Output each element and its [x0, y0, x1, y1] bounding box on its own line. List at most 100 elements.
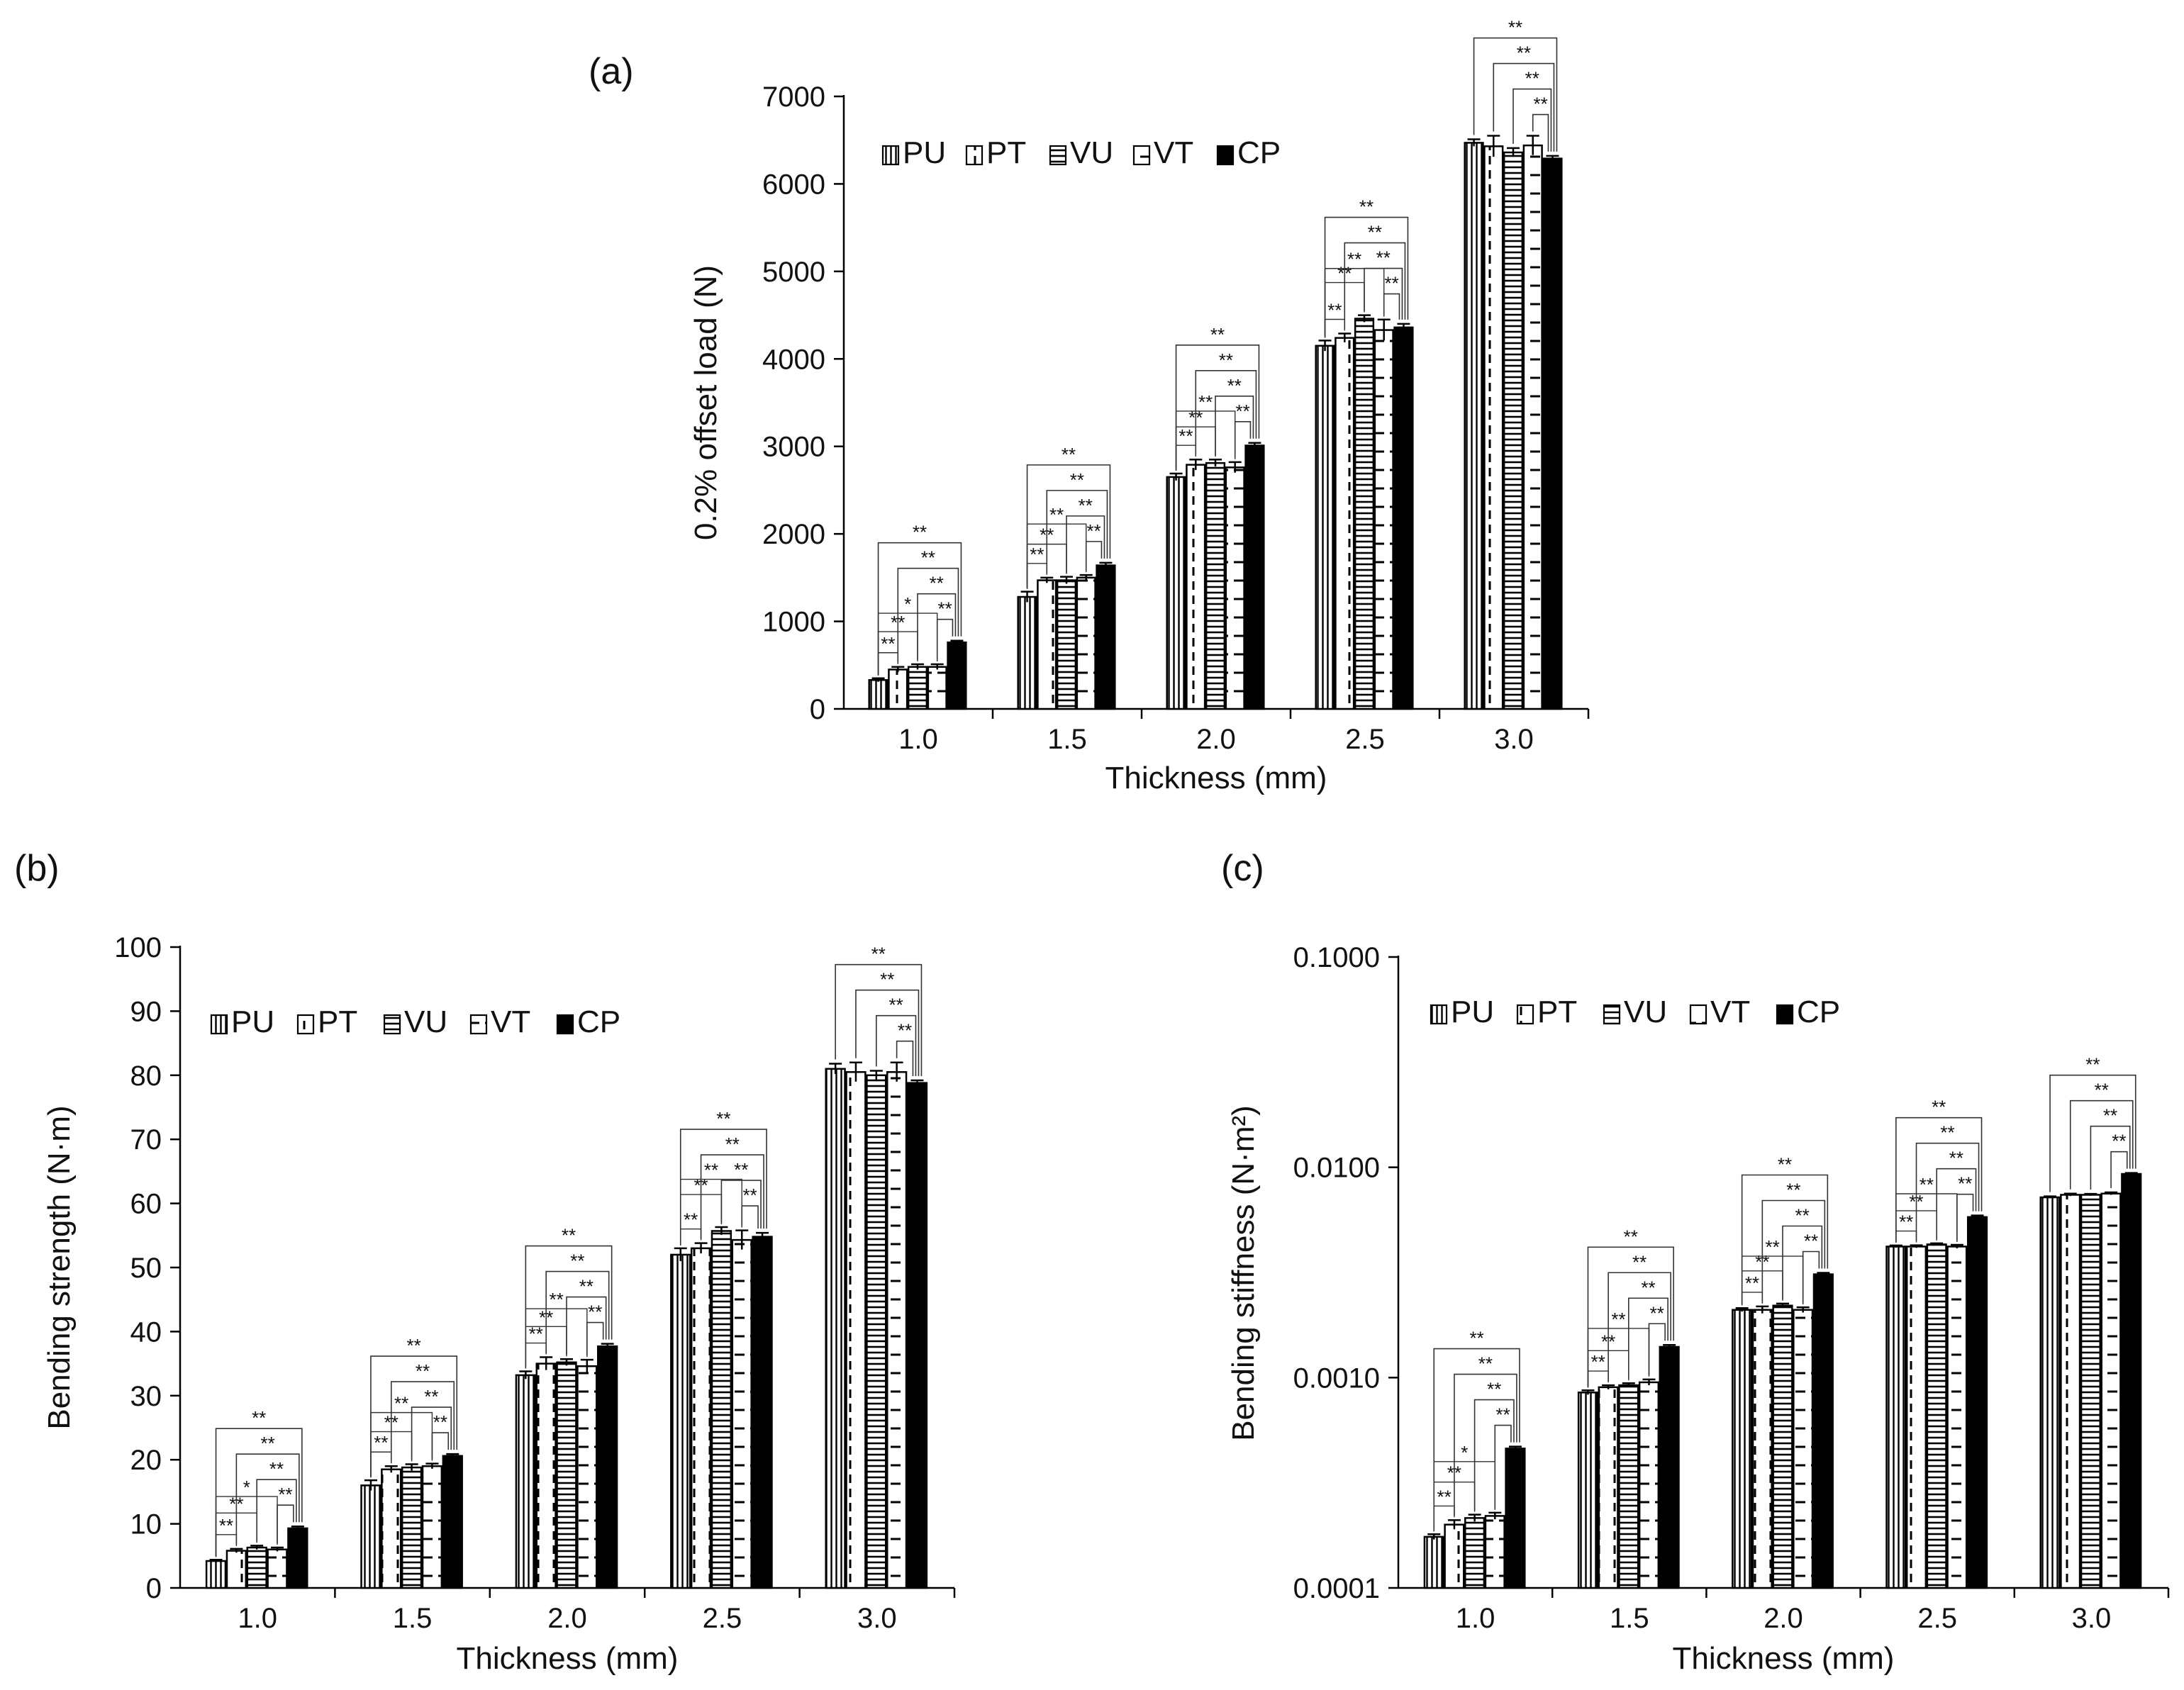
significance-label: **: [278, 1484, 292, 1505]
bar-PT-1.5: [381, 1468, 402, 1589]
significance-label: **: [1384, 273, 1398, 294]
significance-label: **: [539, 1306, 553, 1328]
legend-swatch-PT: [965, 145, 984, 166]
significance-label: **: [1517, 43, 1531, 64]
bar-PT-3.0: [845, 1071, 867, 1589]
bar-VU-3.0: [2080, 1194, 2101, 1589]
y-tick-label: 0.0100: [1293, 1153, 1380, 1184]
significance-label: **: [416, 1360, 430, 1382]
significance-label: **: [1376, 247, 1391, 269]
significance-label: **: [1624, 1226, 1638, 1247]
x-tick-label: 2.0: [547, 1603, 587, 1634]
x-tick-label: 1.5: [393, 1603, 433, 1634]
significance-bracket: [877, 542, 962, 674]
bar-CP-2.5: [752, 1236, 773, 1589]
legend-label-VU: VU: [1624, 995, 1667, 1029]
legend-swatch-VT: [1689, 1004, 1707, 1025]
bar-PU-2.5: [670, 1253, 691, 1589]
significance-bracket: [390, 1381, 455, 1462]
significance-label: **: [891, 612, 905, 633]
legend-label-CP: CP: [1237, 135, 1281, 170]
bar-VU-1.0: [1464, 1517, 1486, 1589]
significance-label: **: [406, 1335, 420, 1356]
bar-VU-2.0: [1205, 461, 1226, 710]
bar-PT-2.0: [1186, 464, 1206, 710]
significance-label: **: [1347, 249, 1361, 270]
significance-bracket: [1195, 369, 1257, 456]
x-tick-label: 2.5: [703, 1603, 742, 1634]
significance-label: **: [1766, 1236, 1780, 1258]
y-tick-label: 40: [130, 1316, 162, 1348]
x-tick-label: 2.0: [1196, 724, 1236, 755]
panel-label: (c): [1221, 848, 1264, 889]
significance-bracket: [1175, 410, 1236, 471]
y-tick-label: 0.1000: [1293, 942, 1380, 973]
bar-PU-1.5: [1577, 1392, 1599, 1589]
legend-label-VT: VT: [1154, 135, 1193, 170]
bar-PT-3.0: [1483, 145, 1504, 710]
legend-label-VT: VT: [1710, 995, 1750, 1029]
significance-label: **: [1227, 375, 1242, 396]
significance-label: **: [684, 1209, 698, 1231]
significance-label: **: [1079, 495, 1093, 516]
legend-swatch-PT: [296, 1014, 315, 1035]
significance-label: **: [1932, 1097, 1946, 1118]
bar-CP-2.5: [1393, 326, 1414, 710]
bar-PU-1.0: [868, 679, 888, 710]
significance-label: **: [1198, 391, 1213, 413]
x-tick-label: 3.0: [1494, 724, 1534, 755]
significance-label: **: [1909, 1191, 1923, 1212]
legend-swatch-CP: [1216, 145, 1235, 166]
bar-CP-1.5: [1096, 564, 1116, 710]
bar-PU-2.0: [1166, 476, 1186, 710]
y-tick-label: 3000: [762, 432, 825, 463]
bar-VT-3.0: [1522, 144, 1543, 710]
significance-label: **: [1533, 94, 1547, 115]
bar-VU-2.0: [1772, 1304, 1793, 1589]
significance-label: **: [1478, 1353, 1493, 1375]
bar-CP-2.0: [596, 1345, 618, 1589]
significance-label: **: [1188, 407, 1203, 428]
bar-PT-2.5: [1335, 337, 1355, 710]
bar-PU-1.0: [205, 1560, 227, 1589]
significance-label: **: [1632, 1251, 1647, 1272]
y-axis-title: Bending stiffness (N·m²): [1226, 1105, 1261, 1441]
significance-label: **: [1368, 222, 1382, 243]
significance-label: **: [1650, 1302, 1664, 1324]
x-tick-label: 1.0: [1456, 1603, 1495, 1634]
significance-bracket: [1587, 1246, 1674, 1387]
significance-bracket: [1741, 1174, 1829, 1304]
significance-bracket: [1608, 1272, 1671, 1382]
significance-bracket: [1895, 1193, 1958, 1243]
y-tick-label: 30: [130, 1381, 162, 1412]
legend-label-PT: PT: [1537, 995, 1577, 1029]
significance-bracket: [2069, 1099, 2134, 1190]
bar-PU-1.0: [1423, 1535, 1444, 1589]
x-tick-label: 2.0: [1764, 1603, 1803, 1634]
bar-VT-1.0: [927, 666, 947, 710]
y-tick-label: 20: [130, 1445, 162, 1476]
significance-bracket: [700, 1154, 764, 1239]
bar-CP-3.0: [1542, 157, 1563, 710]
significance-label: **: [921, 547, 935, 569]
bar-CP-1.0: [287, 1527, 308, 1589]
y-tick-label: 7000: [762, 82, 825, 113]
legend-swatch-VT: [1132, 145, 1151, 166]
significance-label: **: [1778, 1154, 1792, 1175]
significance-label: **: [1745, 1272, 1759, 1294]
significance-label: **: [579, 1276, 594, 1297]
bar-VU-3.0: [866, 1074, 887, 1589]
significance-label: **: [1219, 349, 1233, 371]
legend-swatch-PU: [1430, 1004, 1448, 1025]
significance-label: **: [880, 969, 894, 990]
significance-label: *: [904, 593, 911, 615]
significance-label: **: [588, 1302, 602, 1323]
bar-VT-1.0: [267, 1548, 288, 1589]
significance-label: **: [433, 1411, 447, 1433]
bar-CP-3.0: [906, 1082, 928, 1589]
bar-PT-2.0: [1751, 1309, 1773, 1589]
significance-bracket: [1046, 490, 1108, 573]
significance-bracket: [877, 612, 938, 676]
bar-PU-2.5: [1315, 345, 1335, 710]
bar-CP-3.0: [2121, 1173, 2142, 1589]
